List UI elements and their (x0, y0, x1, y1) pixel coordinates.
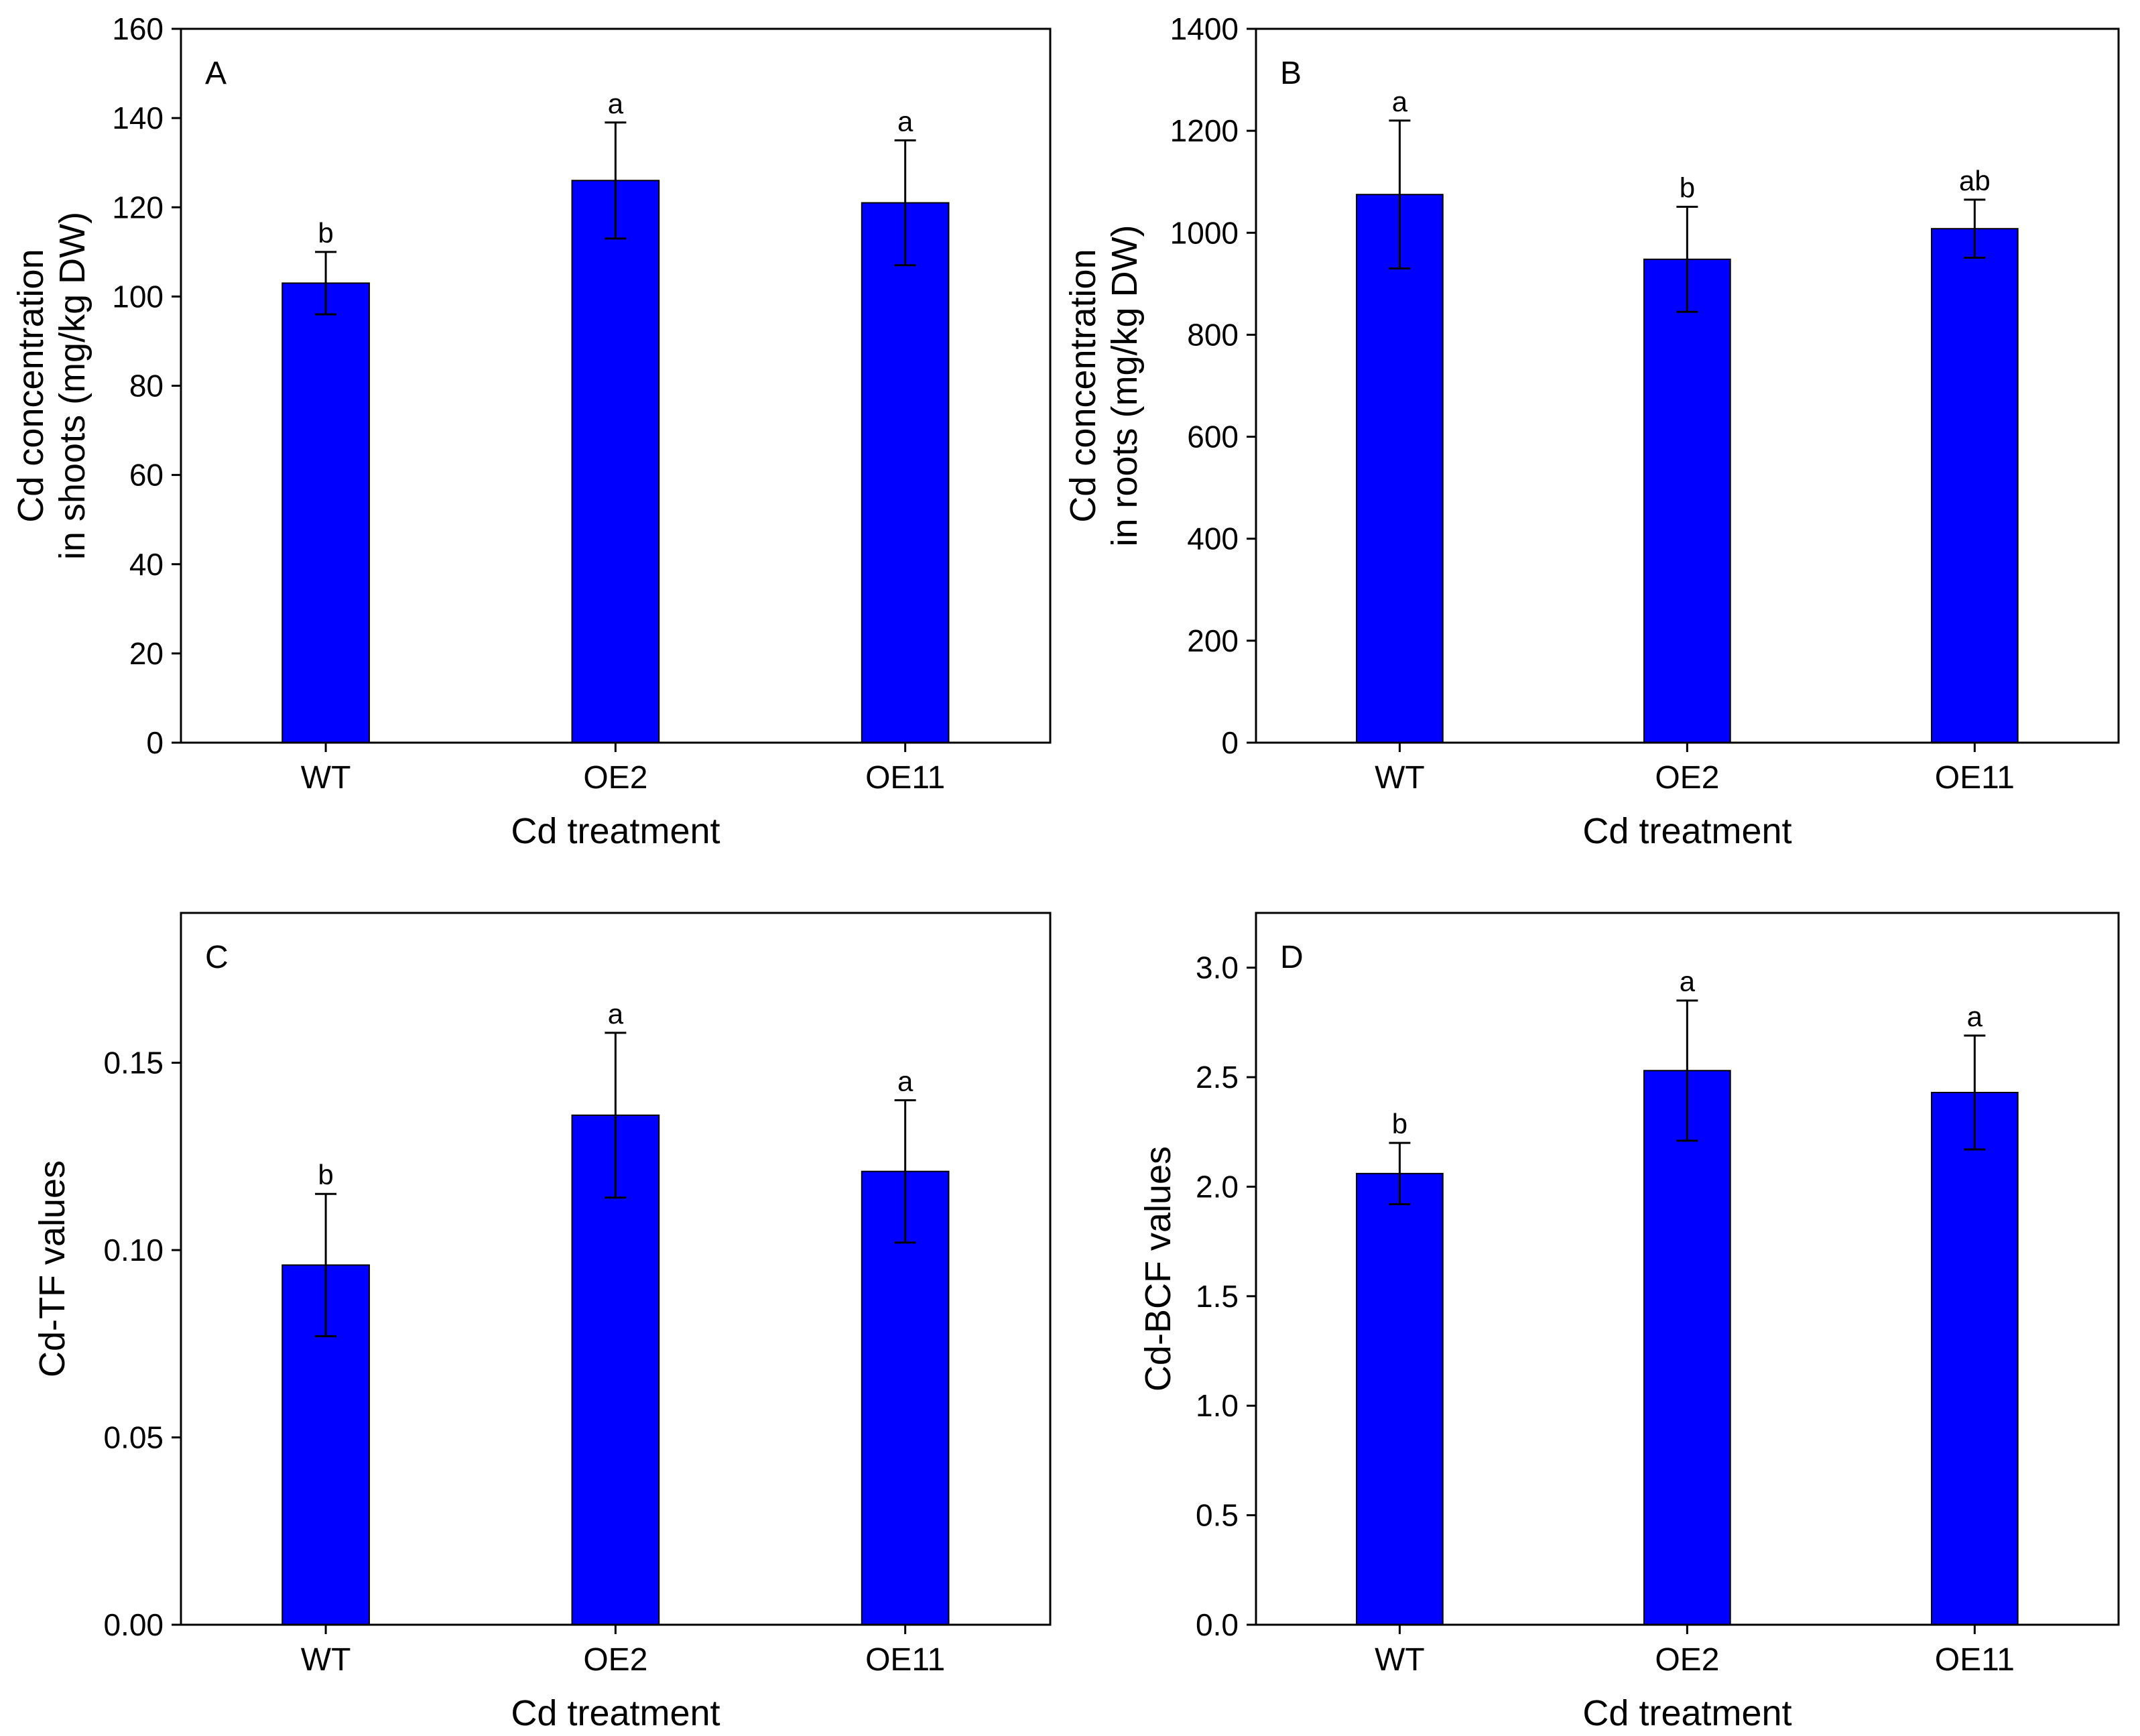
y-tick-label: 0.00 (103, 1607, 164, 1642)
x-axis-title: Cd treatment (511, 811, 720, 851)
bar-oe11 (1930, 1091, 2019, 1626)
significance-letter: a (1392, 86, 1408, 117)
x-tick-label: OE2 (583, 760, 647, 796)
significance-letter: b (1680, 172, 1695, 203)
plot-frame (1255, 27, 2120, 744)
significance-letter: a (608, 88, 624, 119)
x-axis-title: Cd treatment (1582, 1693, 1791, 1733)
bar-oe2 (571, 1114, 660, 1625)
panel-label: C (205, 940, 229, 975)
panel-label: B (1280, 56, 1302, 91)
y-axis-title: Cd-TF values (32, 1160, 72, 1377)
bar-oe11 (1930, 228, 2019, 743)
y-tick-label: 20 (129, 636, 164, 671)
y-tick-label: 0.05 (103, 1420, 164, 1455)
y-tick-label: 1.5 (1196, 1279, 1239, 1314)
y-tick-label: 200 (1187, 623, 1239, 658)
y-tick-label: 1400 (1170, 11, 1239, 46)
y-tick-label: 60 (129, 458, 164, 493)
bar-oe11 (861, 1170, 950, 1625)
y-axis-title: Cd concentration (11, 249, 51, 522)
y-tick-label: 140 (112, 101, 164, 135)
x-tick-label: OE11 (1935, 1642, 2015, 1678)
panel-label: D (1280, 940, 1304, 975)
significance-letter: b (1392, 1108, 1407, 1139)
y-tick-label: 120 (112, 190, 164, 225)
significance-letter: a (897, 105, 914, 137)
y-tick-label: 600 (1187, 420, 1239, 454)
y-axis-title: Cd concentration (1063, 249, 1103, 522)
y-tick-label: 80 (129, 369, 164, 404)
x-tick-label: OE11 (1935, 760, 2015, 796)
y-tick-label: 1000 (1170, 215, 1239, 250)
y-tick-label: 0.0 (1196, 1607, 1239, 1642)
y-tick-label: 800 (1187, 317, 1239, 352)
x-tick-label: OE2 (583, 1642, 647, 1678)
significance-letter: b (318, 217, 333, 249)
significance-letter: a (1680, 966, 1696, 997)
x-tick-label: OE11 (865, 1642, 945, 1678)
panel-label: A (205, 56, 227, 91)
bar-oe2 (571, 180, 660, 743)
y-tick-label: 400 (1187, 521, 1239, 556)
significance-letter: a (608, 998, 624, 1030)
x-axis-title: Cd treatment (1582, 811, 1791, 851)
x-tick-label: WT (301, 760, 351, 796)
plot-frame (180, 912, 1052, 1626)
bar-wt (281, 282, 370, 743)
y-tick-label: 2.5 (1196, 1060, 1239, 1095)
y-tick-label: 0 (146, 725, 164, 760)
significance-letter: a (1967, 1001, 1983, 1032)
y-tick-label: 40 (129, 547, 164, 582)
x-tick-label: WT (301, 1642, 351, 1678)
significance-letter: b (318, 1159, 333, 1190)
y-tick-label: 0.15 (103, 1046, 164, 1080)
y-tick-label: 3.0 (1196, 950, 1239, 985)
y-axis-title: Cd-BCF values (1138, 1146, 1178, 1391)
plot-frame (1255, 912, 2120, 1626)
y-axis-title: in roots (mg/kg DW) (1105, 225, 1145, 546)
bar-wt (1356, 194, 1444, 744)
y-tick-label: 1200 (1170, 113, 1239, 148)
x-tick-label: OE2 (1655, 1642, 1719, 1678)
x-tick-label: OE2 (1655, 760, 1719, 796)
y-tick-label: 1.0 (1196, 1388, 1239, 1423)
significance-letter: ab (1959, 165, 1991, 196)
bar-wt (1356, 1172, 1444, 1625)
y-axis-title: in shoots (mg/kg DW) (52, 212, 92, 560)
x-tick-label: WT (1375, 1642, 1425, 1678)
y-tick-label: 2.0 (1196, 1169, 1239, 1204)
plot-frame (180, 27, 1052, 744)
significance-letter: a (897, 1065, 914, 1097)
y-tick-label: 0 (1221, 725, 1239, 760)
x-tick-label: OE11 (865, 760, 945, 796)
y-tick-label: 0.10 (103, 1233, 164, 1267)
bar-oe2 (1643, 258, 1731, 744)
x-axis-title: Cd treatment (511, 1693, 720, 1733)
y-tick-label: 0.5 (1196, 1498, 1239, 1533)
bar-oe2 (1643, 1070, 1731, 1625)
y-tick-label: 100 (112, 279, 164, 314)
x-tick-label: WT (1375, 760, 1425, 796)
y-tick-label: 160 (112, 11, 164, 46)
bar-oe11 (861, 202, 950, 743)
